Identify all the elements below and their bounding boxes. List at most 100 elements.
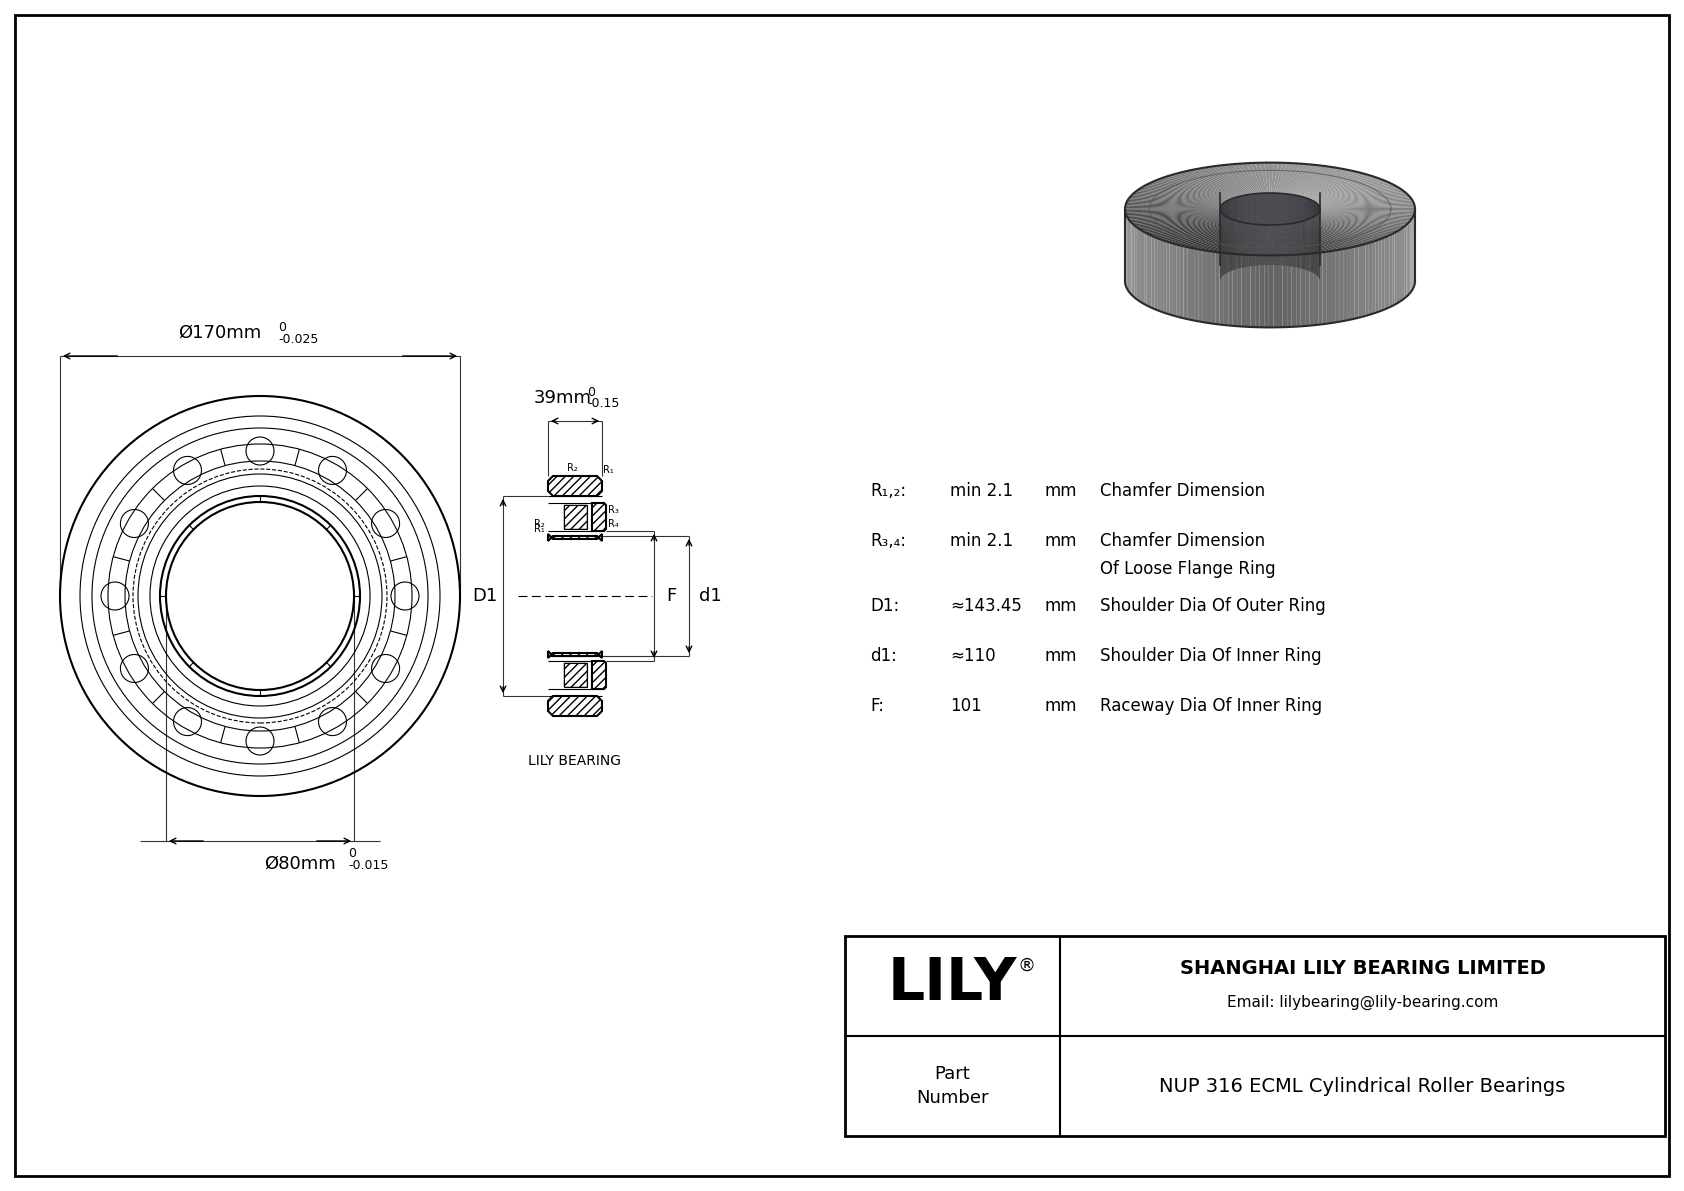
Polygon shape [1347, 248, 1351, 320]
Text: mm: mm [1046, 697, 1078, 715]
Text: -0.15: -0.15 [588, 397, 620, 410]
Text: Ø170mm: Ø170mm [179, 324, 261, 342]
Polygon shape [593, 503, 606, 531]
Polygon shape [1196, 169, 1246, 195]
Polygon shape [1164, 176, 1234, 198]
Polygon shape [1255, 255, 1260, 328]
Polygon shape [1147, 233, 1148, 306]
Text: 39mm: 39mm [534, 389, 593, 407]
Polygon shape [1293, 223, 1344, 250]
Polygon shape [1300, 173, 1362, 197]
Polygon shape [1339, 249, 1344, 322]
Polygon shape [547, 534, 601, 541]
Polygon shape [1297, 169, 1351, 195]
Polygon shape [1330, 250, 1335, 323]
Polygon shape [1233, 224, 1258, 254]
Polygon shape [1135, 225, 1137, 299]
Polygon shape [1290, 224, 1330, 251]
Polygon shape [1219, 193, 1320, 225]
Polygon shape [1207, 167, 1250, 194]
Polygon shape [1187, 247, 1191, 320]
Polygon shape [1310, 254, 1314, 325]
Polygon shape [1127, 200, 1221, 206]
Polygon shape [1246, 225, 1263, 255]
Polygon shape [1172, 243, 1177, 317]
Polygon shape [1372, 241, 1376, 314]
Polygon shape [1148, 218, 1229, 236]
Polygon shape [1191, 223, 1244, 249]
Polygon shape [1315, 188, 1401, 202]
Polygon shape [1393, 232, 1394, 306]
Text: 101: 101 [950, 697, 982, 715]
Polygon shape [593, 661, 606, 690]
Polygon shape [1187, 223, 1243, 248]
Polygon shape [1219, 252, 1224, 325]
Polygon shape [1312, 182, 1393, 200]
Polygon shape [1319, 212, 1411, 220]
Polygon shape [1138, 188, 1226, 202]
Polygon shape [1216, 166, 1253, 194]
Bar [564, 663, 586, 687]
Polygon shape [1224, 164, 1256, 194]
Polygon shape [1260, 163, 1268, 193]
Polygon shape [1138, 216, 1226, 230]
Polygon shape [1268, 225, 1273, 255]
Polygon shape [1303, 220, 1372, 243]
Polygon shape [1298, 170, 1354, 197]
Polygon shape [1292, 255, 1297, 326]
Text: 0: 0 [588, 386, 594, 399]
Polygon shape [1127, 212, 1221, 218]
Polygon shape [1273, 255, 1278, 328]
Text: F:: F: [871, 697, 884, 715]
Text: R₂: R₂ [534, 519, 546, 529]
Polygon shape [1317, 192, 1406, 204]
Polygon shape [1241, 255, 1246, 326]
Polygon shape [1290, 167, 1330, 194]
Polygon shape [1327, 251, 1330, 324]
Polygon shape [1216, 252, 1219, 324]
Polygon shape [1276, 163, 1292, 193]
Polygon shape [1157, 179, 1233, 199]
Polygon shape [1238, 254, 1241, 326]
Text: Raceway Dia Of Inner Ring: Raceway Dia Of Inner Ring [1100, 697, 1322, 715]
Polygon shape [1292, 167, 1335, 194]
Polygon shape [1130, 213, 1223, 223]
Text: D1: D1 [473, 587, 498, 605]
Polygon shape [1152, 218, 1229, 237]
Polygon shape [1366, 243, 1369, 316]
Polygon shape [1241, 225, 1261, 255]
Polygon shape [1184, 222, 1241, 247]
Text: R₂: R₂ [566, 463, 578, 473]
Polygon shape [1282, 164, 1310, 194]
Polygon shape [1315, 216, 1403, 229]
Polygon shape [1148, 182, 1229, 200]
Polygon shape [1127, 211, 1221, 217]
Polygon shape [1280, 163, 1300, 193]
Text: mm: mm [1046, 597, 1078, 615]
Bar [564, 663, 586, 687]
Polygon shape [1271, 163, 1278, 193]
Polygon shape [1224, 224, 1256, 254]
Polygon shape [1154, 219, 1231, 238]
Text: ≈143.45: ≈143.45 [950, 597, 1022, 615]
Polygon shape [1137, 216, 1224, 229]
Polygon shape [1285, 224, 1319, 254]
Polygon shape [1320, 210, 1415, 212]
Bar [564, 505, 586, 529]
Polygon shape [1125, 207, 1219, 208]
Text: R₁: R₁ [603, 464, 613, 475]
Polygon shape [1128, 197, 1223, 205]
Polygon shape [1169, 243, 1172, 316]
Polygon shape [1295, 169, 1347, 195]
Text: ®: ® [1017, 958, 1036, 975]
Text: D1:: D1: [871, 597, 899, 615]
Polygon shape [1317, 193, 1408, 204]
Polygon shape [1300, 222, 1362, 245]
Polygon shape [1147, 183, 1228, 200]
Polygon shape [1287, 224, 1322, 252]
Polygon shape [1125, 204, 1221, 207]
Polygon shape [1211, 251, 1216, 324]
Polygon shape [1293, 168, 1344, 195]
Polygon shape [1297, 255, 1300, 326]
Polygon shape [1319, 211, 1415, 217]
